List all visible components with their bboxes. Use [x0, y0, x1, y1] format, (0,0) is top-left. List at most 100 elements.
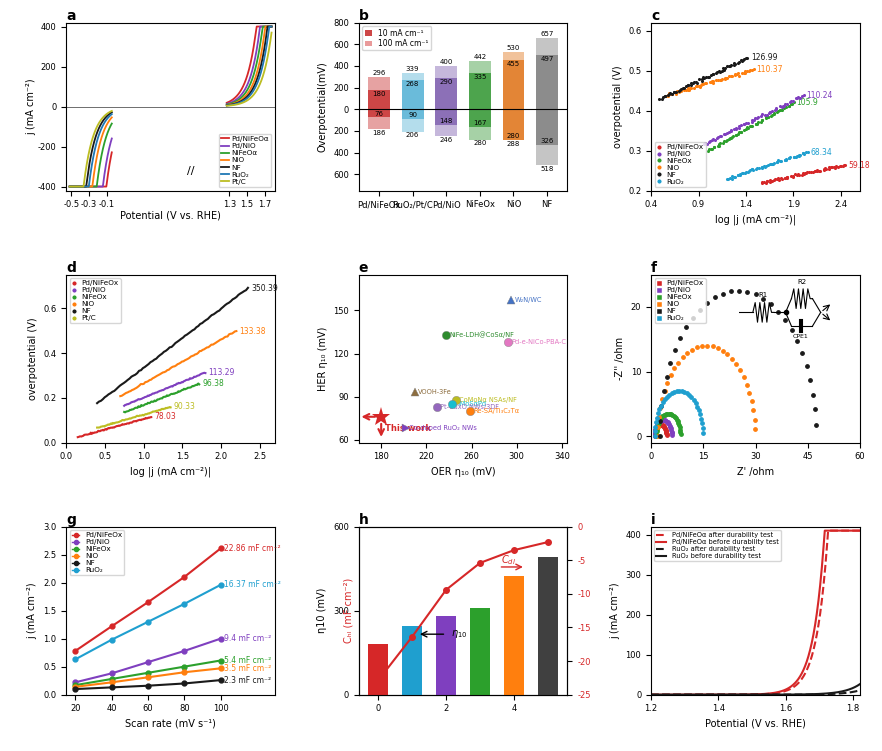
Point	[696, 78, 710, 90]
Point	[770, 106, 784, 118]
Point	[733, 169, 747, 181]
Point	[715, 288, 729, 300]
Point	[760, 175, 774, 187]
Point	[767, 157, 781, 169]
Bar	[401, 73, 423, 80]
RuO₂ before durability test	[770, 690, 781, 699]
Point	[705, 75, 719, 87]
Text: 400: 400	[439, 59, 453, 65]
Point	[775, 100, 789, 112]
Point	[713, 137, 727, 149]
Point	[719, 72, 733, 84]
Point	[659, 425, 673, 437]
Point	[729, 129, 743, 141]
Point	[696, 422, 710, 434]
Point	[765, 158, 779, 170]
Text: b: b	[359, 8, 369, 23]
Point	[708, 74, 722, 86]
Pd/NiFeOα after durability test	[823, 526, 833, 535]
Point	[659, 408, 673, 420]
Point	[765, 110, 779, 122]
Point	[774, 101, 789, 113]
Y-axis label: η10 (mV): η10 (mV)	[318, 588, 327, 633]
Point	[685, 312, 699, 324]
Point	[778, 155, 792, 167]
Bar	[368, 109, 390, 117]
Point	[676, 351, 690, 363]
Point	[749, 288, 763, 300]
Point	[694, 413, 708, 425]
Point	[753, 116, 767, 128]
Point	[655, 397, 669, 409]
Point	[662, 87, 676, 99]
Point	[780, 171, 794, 183]
Point	[757, 176, 771, 189]
Point	[811, 164, 825, 176]
Point	[789, 168, 803, 180]
Point	[669, 88, 684, 100]
Point	[648, 424, 662, 436]
Point	[657, 414, 671, 426]
Line: Pd/NiO: Pd/NiO	[227, 26, 272, 104]
NiO	[259, 29, 270, 38]
Point	[660, 430, 674, 442]
Point	[729, 128, 744, 140]
Point	[785, 98, 799, 110]
Point	[661, 89, 675, 101]
Y-axis label: j (mA cm⁻²): j (mA cm⁻²)	[26, 78, 36, 135]
Point	[684, 79, 698, 91]
Point	[732, 56, 746, 68]
Point	[761, 158, 775, 170]
Point	[808, 164, 822, 176]
Point	[724, 125, 738, 137]
Point	[655, 91, 669, 103]
Pd/NiFeOα after durability test	[850, 526, 861, 535]
Point	[702, 71, 716, 83]
Point	[766, 158, 781, 170]
Point	[647, 427, 662, 439]
Point	[658, 423, 672, 435]
X-axis label: Potential (V vs. RHE): Potential (V vs. RHE)	[120, 211, 221, 221]
Point	[752, 162, 766, 174]
Point	[778, 172, 792, 184]
Point	[671, 357, 685, 369]
Point	[780, 171, 794, 183]
RuO₂ after durability test	[646, 690, 656, 699]
Point	[721, 348, 735, 360]
Point	[652, 419, 666, 431]
Point	[653, 419, 667, 431]
NF	[248, 83, 258, 92]
Text: 290: 290	[439, 79, 453, 85]
Point	[663, 408, 677, 420]
RuO₂	[249, 85, 259, 94]
Point	[711, 342, 725, 354]
Point	[650, 418, 664, 430]
Line: RuO₂ after durability test: RuO₂ after durability test	[651, 690, 860, 695]
Point	[732, 285, 746, 297]
Point	[744, 116, 759, 128]
Point	[661, 376, 675, 388]
Point	[659, 415, 673, 427]
Bar	[503, 109, 525, 140]
Point	[655, 419, 669, 431]
Point	[711, 131, 725, 143]
Bar	[469, 109, 490, 128]
Point	[796, 89, 810, 101]
NiFeOα	[266, 22, 277, 31]
Bar	[503, 52, 525, 60]
Point	[736, 167, 750, 179]
Point	[713, 74, 727, 86]
Point	[704, 143, 718, 155]
Point	[707, 291, 721, 303]
Legend: Pd/NiFeOx, Pd/NiO, NiFeOx, NiO, NF, RuO₂: Pd/NiFeOx, Pd/NiO, NiFeOx, NiO, NF, RuO₂	[654, 142, 706, 187]
Point	[723, 131, 737, 143]
Point	[724, 131, 738, 143]
Point	[744, 395, 759, 407]
Point	[649, 428, 663, 440]
Point	[718, 62, 732, 74]
Point	[648, 424, 662, 436]
Pt/C	[249, 89, 259, 98]
Point	[770, 173, 784, 185]
Text: 180: 180	[372, 91, 385, 97]
NF	[221, 101, 232, 110]
